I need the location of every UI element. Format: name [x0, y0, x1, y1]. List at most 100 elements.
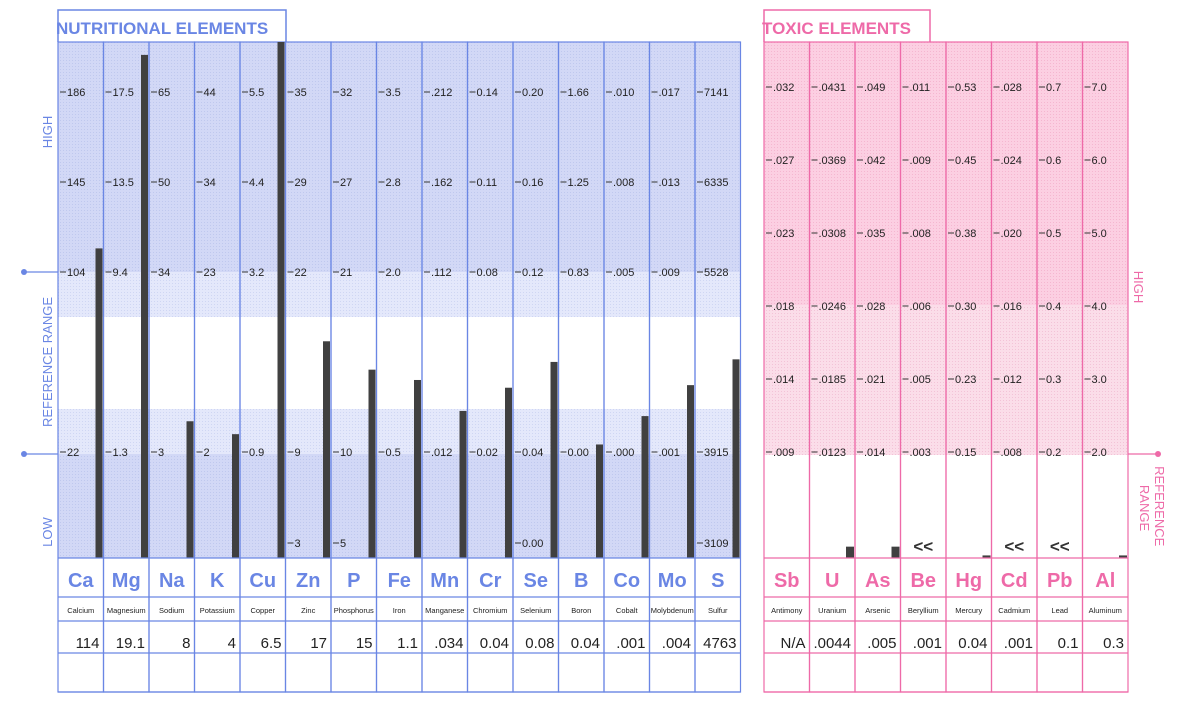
bar-se: [550, 361, 558, 558]
result-value: 1.1: [397, 635, 418, 652]
bar-cu: [277, 42, 285, 558]
column-sb: .032 .027 .023 .018 .014 .009 Sb Antimony N/A: [763, 41, 811, 693]
tick-label: 3.5: [386, 87, 401, 99]
bar-ca: [95, 248, 103, 558]
element-symbol: Al: [1095, 570, 1115, 592]
nutritional-title: NUTRITIONAL ELEMENTS: [56, 19, 268, 38]
tick-label: .027: [773, 155, 794, 167]
tick-label: 22: [295, 267, 307, 279]
element-symbol: As: [865, 570, 891, 592]
tick-label: 0.2: [1046, 447, 1061, 459]
tick-label: .0369: [819, 155, 847, 167]
tick-label: 104: [67, 267, 85, 279]
element-name: Arsenic: [865, 606, 890, 615]
tick-label: .0123: [819, 447, 847, 459]
element-name: Copper: [250, 606, 275, 615]
tick-label: .010: [613, 87, 634, 99]
result-value: 19.1: [116, 635, 145, 652]
element-symbol: S: [711, 570, 724, 592]
bar-na: [186, 421, 194, 558]
nutritional-upper-ref-fade: [58, 272, 740, 317]
toxic-reference-range-label: REFERENCE RANGE: [1137, 466, 1167, 550]
tick-label: .005: [613, 267, 634, 279]
bar-fe: [414, 379, 421, 558]
bar-s: [732, 359, 740, 558]
element-symbol: P: [347, 570, 360, 592]
below-range-marker: <<: [913, 537, 933, 556]
tick-label: 0.7: [1046, 82, 1061, 94]
tick-label: 2: [204, 447, 210, 459]
tick-label: .0246: [819, 301, 847, 313]
tick-label: 65: [158, 87, 170, 99]
tick-label: .006: [910, 301, 931, 313]
tick-label: .032: [773, 82, 794, 94]
nutritional-lower-ref-fade: [58, 409, 740, 454]
toxic-title: TOXIC ELEMENTS: [762, 19, 911, 38]
result-value: .001: [1004, 635, 1033, 652]
tick-label: .016: [1001, 301, 1022, 313]
element-name: Beryllium: [908, 606, 939, 615]
tick-label: 0.00: [522, 538, 543, 550]
bar-u: [846, 546, 854, 558]
tick-label: 34: [158, 267, 170, 279]
tick-label: .000: [613, 447, 634, 459]
element-symbol: Cu: [249, 570, 276, 592]
tick-label: .012: [431, 447, 452, 459]
tick-label: 0.20: [522, 87, 543, 99]
tick-label: 5528: [704, 267, 728, 279]
element-symbol: Hg: [955, 570, 982, 592]
result-value: .004: [662, 635, 691, 652]
tick-label: 9.4: [113, 267, 128, 279]
tick-label: .035: [864, 228, 885, 240]
element-symbol: U: [825, 570, 839, 592]
tick-label: 0.02: [477, 447, 498, 459]
tick-label: 0.12: [522, 267, 543, 279]
element-name: Lead: [1051, 606, 1068, 615]
element-name: Boron: [571, 606, 591, 615]
tick-label: 3.2: [249, 267, 264, 279]
tick-label: 0.5: [1046, 228, 1061, 240]
tick-label: 7.0: [1092, 82, 1107, 94]
tick-label: 3915: [704, 447, 728, 459]
tick-label: .009: [773, 447, 794, 459]
tick-label: .024: [1001, 155, 1022, 167]
element-symbol: Zn: [296, 570, 320, 592]
tick-label: 1.25: [568, 177, 589, 189]
element-symbol: Cr: [479, 570, 501, 592]
tick-label: 3.0: [1092, 374, 1107, 386]
tick-label: 0.14: [477, 87, 498, 99]
tick-label: 21: [340, 267, 352, 279]
element-symbol: Mo: [658, 570, 687, 592]
element-name: Cobalt: [616, 606, 639, 615]
tick-label: 50: [158, 177, 170, 189]
tick-label: .008: [613, 177, 634, 189]
result-value: .034: [434, 635, 463, 652]
tick-label: 3: [158, 447, 164, 459]
element-name: Magnesium: [107, 606, 146, 615]
result-value: 0.04: [480, 635, 509, 652]
bar-mg: [141, 54, 148, 559]
element-symbol: Ca: [68, 570, 94, 592]
result-value: 8: [182, 635, 190, 652]
tick-label: .0431: [819, 82, 847, 94]
element-name: Molybdenum: [651, 606, 694, 615]
tick-label: 0.23: [955, 374, 976, 386]
tick-label: .008: [1001, 447, 1022, 459]
element-symbol: Mn: [430, 570, 459, 592]
nutritional-title-tab: NUTRITIONAL ELEMENTS: [56, 9, 287, 42]
tick-label: 6335: [704, 177, 728, 189]
tick-label: .013: [659, 177, 680, 189]
element-name: Iron: [393, 606, 406, 615]
column-ca: 186 145 104 22 Ca Calcium 114: [57, 41, 105, 693]
bar-p: [368, 369, 376, 558]
tick-label: .042: [864, 155, 885, 167]
bar-hg: [982, 555, 991, 558]
element-symbol: K: [210, 570, 225, 592]
tick-label: 22: [67, 447, 79, 459]
tick-label: 0.04: [522, 447, 543, 459]
bar-mn: [459, 410, 467, 558]
result-value: .0044: [813, 635, 851, 652]
tick-label: 0.53: [955, 82, 976, 94]
below-range-marker: <<: [1050, 537, 1070, 556]
